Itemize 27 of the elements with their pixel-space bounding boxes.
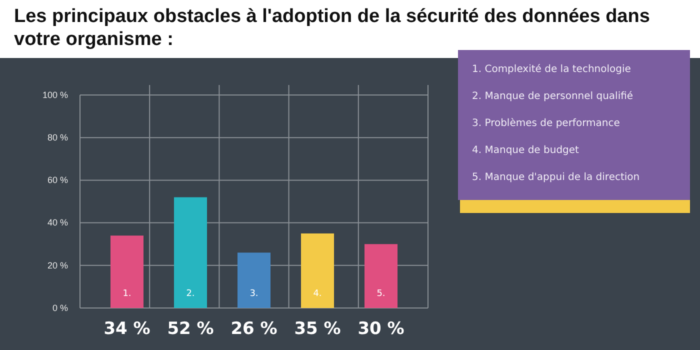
y-tick-label: 100 % xyxy=(42,90,68,100)
data-label: 26 % xyxy=(230,319,278,339)
y-tick-label: 60 % xyxy=(47,175,68,186)
bar xyxy=(300,233,334,308)
chart-title: Les principaux obstacles à l'adoption de la sécurité des données dans votre organisme : xyxy=(14,6,650,50)
text: 4. Manque de budget xyxy=(472,145,580,156)
text: 2. Manque de personnel qualifié xyxy=(472,91,634,102)
y-tick-label: 40 % xyxy=(47,218,68,228)
x-tick-label: 5. xyxy=(376,289,386,299)
data-label: 35 % xyxy=(294,319,341,339)
x-tick-label: 2. xyxy=(186,289,195,299)
data-label: 34 % xyxy=(104,319,150,339)
y-tick-label: 0 % xyxy=(52,302,68,313)
data-label: 52 % xyxy=(167,319,214,339)
bar xyxy=(364,244,398,308)
bar xyxy=(110,236,144,308)
data-label: 30 % xyxy=(358,319,404,339)
x-tick-label: 1. xyxy=(122,289,132,299)
bar xyxy=(174,197,208,308)
bar xyxy=(237,252,271,308)
text: 3. Problèmes de performance xyxy=(472,118,620,129)
x-tick-label: 4. xyxy=(313,289,322,299)
text: 5. Manque d'appui de la direction xyxy=(472,172,640,183)
y-tick-label: 20 % xyxy=(47,260,68,270)
y-tick-label: 80 % xyxy=(47,132,68,142)
text: 1. Complexité de la technologie xyxy=(472,64,631,75)
x-tick-label: 3. xyxy=(250,289,258,299)
